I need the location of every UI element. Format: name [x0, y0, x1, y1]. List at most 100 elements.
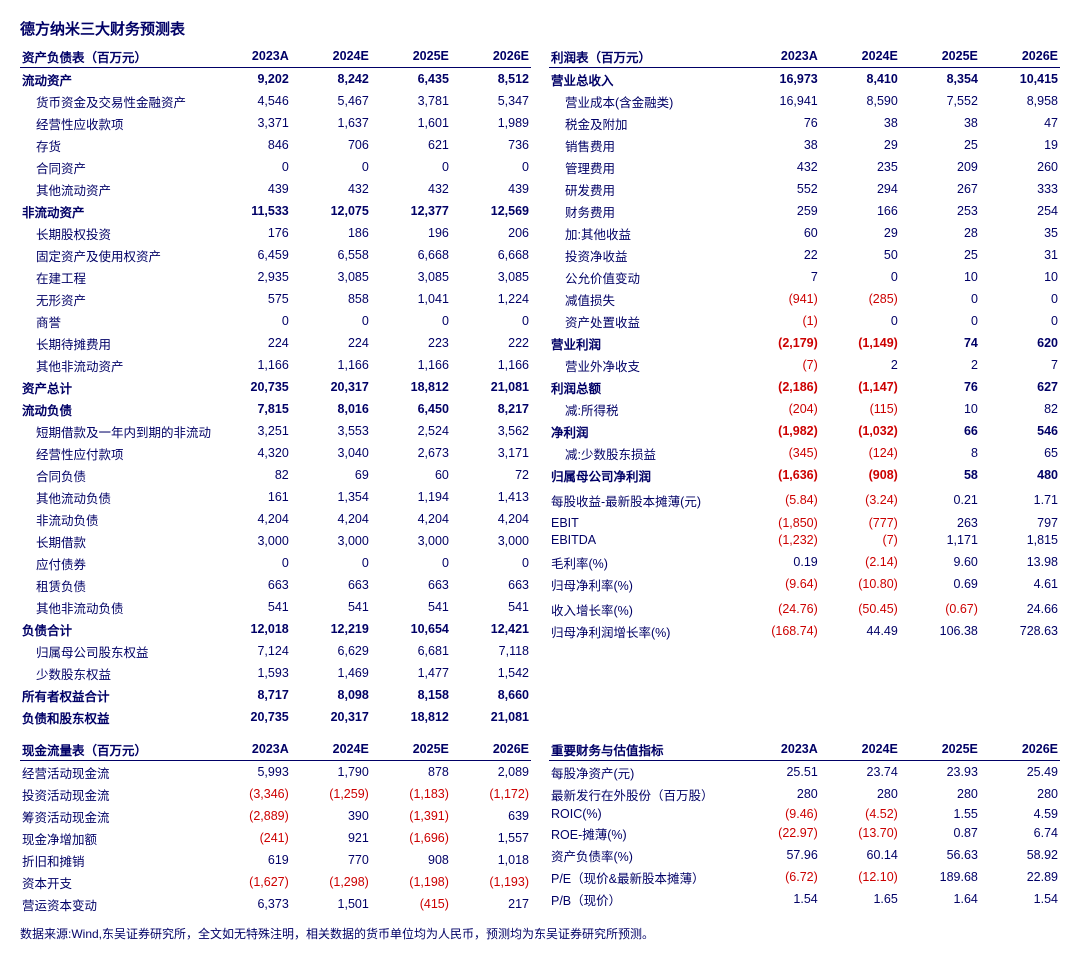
- table-row: 营运资本变动6,3731,501(415)217: [20, 893, 531, 915]
- cell-value: 6,681: [371, 640, 451, 662]
- cell-value: (1,198): [371, 871, 451, 893]
- cell-value: 19: [980, 134, 1060, 156]
- cell-value: 3,085: [291, 266, 371, 288]
- cell-value: 621: [371, 134, 451, 156]
- row-label: 减:所得税: [549, 398, 740, 420]
- table-row: 应付债券0000: [20, 552, 531, 574]
- footnote: 数据来源:Wind,东吴证券研究所，全文如无特殊注明，相关数据的货币单位均为人民…: [20, 925, 1060, 942]
- cell-value: 878: [371, 761, 451, 784]
- cell-value: 25.51: [740, 761, 820, 784]
- cell-value: (124): [820, 442, 900, 464]
- income-statement-header-row: 利润表（百万元） 2023A 2024E 2025E 2026E: [549, 45, 1060, 68]
- cell-value: 50: [820, 244, 900, 266]
- year-1: 2024E: [291, 738, 371, 761]
- cell-value: 8,660: [451, 684, 531, 706]
- cell-value: 263: [900, 514, 980, 531]
- cell-value: 639: [451, 805, 531, 827]
- cell-value: 3,171: [451, 442, 531, 464]
- cell-value: 546: [980, 420, 1060, 442]
- cell-value: 29: [820, 134, 900, 156]
- cell-value: 16,941: [740, 90, 820, 112]
- cell-value: 1.54: [980, 888, 1060, 910]
- year-3: 2026E: [451, 738, 531, 761]
- table-row: 资产总计20,73520,31718,81221,081: [20, 376, 531, 398]
- table-row: 合同负债82696072: [20, 464, 531, 486]
- cell-value: 224: [211, 332, 291, 354]
- table-row: EBITDA(1,232)(7)1,1711,815: [549, 531, 1060, 548]
- cell-value: 9.60: [900, 551, 980, 573]
- table-row: 货币资金及交易性金融资产4,5465,4673,7815,347: [20, 90, 531, 112]
- table-row: 经营性应收款项3,3711,6371,6011,989: [20, 112, 531, 134]
- cell-value: 1,637: [291, 112, 371, 134]
- cell-value: 106.38: [900, 620, 980, 642]
- cell-value: 7: [980, 354, 1060, 376]
- cell-value: (10.80): [820, 573, 900, 595]
- row-label: 营业总收入: [549, 68, 740, 91]
- cell-value: 16,973: [740, 68, 820, 91]
- cell-value: 4,204: [371, 508, 451, 530]
- table-row: 营业外净收支(7)227: [549, 354, 1060, 376]
- row-label: 经营活动现金流: [20, 761, 211, 784]
- cell-value: 1,593: [211, 662, 291, 684]
- table-row: 在建工程2,9353,0853,0853,085: [20, 266, 531, 288]
- cell-value: 20,735: [211, 376, 291, 398]
- cell-value: 7,124: [211, 640, 291, 662]
- cell-value: 0: [820, 266, 900, 288]
- cell-value: 6,373: [211, 893, 291, 915]
- table-row: 现金净增加额(241)921(1,696)1,557: [20, 827, 531, 849]
- cell-value: 13.98: [980, 551, 1060, 573]
- cell-value: 0: [291, 310, 371, 332]
- cell-value: (908): [820, 464, 900, 486]
- row-label: 所有者权益合计: [20, 684, 211, 706]
- cell-value: 280: [980, 783, 1060, 805]
- row-label: 资产处置收益: [549, 310, 740, 332]
- cell-value: 8,410: [820, 68, 900, 91]
- cell-value: 1.71: [980, 489, 1060, 511]
- cell-value: 4.59: [980, 805, 1060, 822]
- table-row: 研发费用552294267333: [549, 178, 1060, 200]
- income-statement-table: 利润表（百万元） 2023A 2024E 2025E 2026E 营业总收入16…: [549, 45, 1060, 642]
- cell-value: 0.69: [900, 573, 980, 595]
- row-label: 合同负债: [20, 464, 211, 486]
- table-row: 负债合计12,01812,21910,65412,421: [20, 618, 531, 640]
- cell-value: 18,812: [371, 376, 451, 398]
- table-row: 投资活动现金流(3,346)(1,259)(1,183)(1,172): [20, 783, 531, 805]
- table-row: 营业成本(含金融类)16,9418,5907,5528,958: [549, 90, 1060, 112]
- row-label: 营业利润: [549, 332, 740, 354]
- balance-sheet-col: 资产负债表（百万元） 2023A 2024E 2025E 2026E 流动资产9…: [20, 45, 531, 728]
- cell-value: 24.66: [980, 598, 1060, 620]
- cell-value: 8,217: [451, 398, 531, 420]
- cell-value: (1,982): [740, 420, 820, 442]
- row-label: EBITDA: [549, 531, 740, 548]
- cell-value: 57.96: [740, 844, 820, 866]
- cell-value: 728.63: [980, 620, 1060, 642]
- cell-value: 2,673: [371, 442, 451, 464]
- cell-value: (22.97): [740, 822, 820, 844]
- row-label: 归母净利润增长率(%): [549, 620, 740, 642]
- cell-value: 189.68: [900, 866, 980, 888]
- row-label: 长期股权投资: [20, 222, 211, 244]
- cell-value: 1,354: [291, 486, 371, 508]
- cell-value: 66: [900, 420, 980, 442]
- table-row: P/E（现价&最新股本摊薄）(6.72)(12.10)189.6822.89: [549, 866, 1060, 888]
- row-label: 公允价值变动: [549, 266, 740, 288]
- metrics-header-row: 重要财务与估值指标 2023A 2024E 2025E 2026E: [549, 738, 1060, 761]
- row-label: ROIC(%): [549, 805, 740, 822]
- table-row: 营业利润(2,179)(1,149)74620: [549, 332, 1060, 354]
- row-label: 筹资活动现金流: [20, 805, 211, 827]
- year-2: 2025E: [371, 45, 451, 68]
- cell-value: (285): [820, 288, 900, 310]
- cell-value: 12,421: [451, 618, 531, 640]
- table-row: 收入增长率(%)(24.76)(50.45)(0.67)24.66: [549, 598, 1060, 620]
- cell-value: 6,668: [371, 244, 451, 266]
- cell-value: 0: [371, 552, 451, 574]
- cell-value: 280: [820, 783, 900, 805]
- row-label: 税金及附加: [549, 112, 740, 134]
- row-label: 合同资产: [20, 156, 211, 178]
- cell-value: 12,569: [451, 200, 531, 222]
- table-row: 投资净收益22502531: [549, 244, 1060, 266]
- row-label: 加:其他收益: [549, 222, 740, 244]
- cell-value: (9.46): [740, 805, 820, 822]
- cell-value: 333: [980, 178, 1060, 200]
- cell-value: 7,118: [451, 640, 531, 662]
